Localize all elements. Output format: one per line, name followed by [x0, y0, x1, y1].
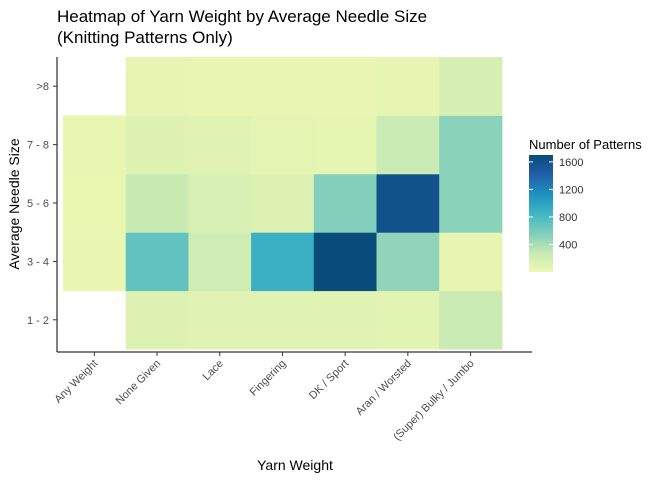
heatmap-cell	[188, 115, 252, 175]
x-axis-ticks: Any Weight None Given Lace Fingering DK / Sp…	[52, 352, 477, 443]
heatmap-cell	[125, 115, 189, 175]
heatmap-cell	[125, 232, 189, 292]
legend-title: Number of Patterns	[529, 137, 642, 152]
heatmap-cell	[251, 232, 315, 292]
x-tick-label: Lace	[201, 358, 226, 383]
heatmap-cell	[251, 57, 315, 116]
heatmap-cell	[251, 290, 315, 350]
heatmap-cell	[313, 57, 377, 116]
x-tick-label: Any Weight	[52, 358, 100, 406]
heatmap-cell	[188, 173, 252, 233]
chart-subtitle: (Knitting Patterns Only)	[57, 28, 233, 47]
heatmap-cell	[439, 173, 503, 233]
y-axis-ticks: 1 - 2 3 - 4 5 - 6 7 - 8 >8	[27, 81, 57, 327]
x-tick-label: Aran / Worsted	[354, 358, 414, 418]
heatmap-cell	[376, 290, 440, 350]
heatmap-cell	[188, 57, 252, 116]
y-tick-label: 1 - 2	[27, 315, 49, 327]
heatmap-cell	[188, 232, 252, 292]
heatmap-cell	[313, 232, 377, 292]
heatmap-cell	[188, 290, 252, 350]
x-axis-title: Yarn Weight	[257, 457, 333, 473]
x-tick-label: Fingering	[248, 358, 289, 399]
heatmap-cell	[313, 290, 377, 350]
heatmap-cell	[439, 232, 503, 292]
heatmap-cell	[125, 290, 189, 350]
heatmap-cell	[439, 290, 503, 350]
heatmap-cell	[125, 173, 189, 233]
y-tick-label: 3 - 4	[27, 256, 49, 268]
heatmap-cell	[376, 232, 440, 292]
heatmap-cell	[439, 115, 503, 175]
x-tick-label: None Given	[114, 358, 164, 408]
x-tick-label: DK / Sport	[307, 358, 351, 402]
legend-tick-label: 800	[559, 212, 577, 224]
heatmap-cell	[313, 115, 377, 175]
heatmap-cell	[251, 115, 315, 175]
heatmap-cell	[63, 232, 127, 292]
heatmap-cell	[125, 57, 189, 116]
heatmap-cell	[439, 57, 503, 116]
y-axis-title: Average Needle Size	[6, 138, 22, 269]
heatmap-cell	[251, 173, 315, 233]
heatmap-cell	[313, 173, 377, 233]
y-tick-label: 7 - 8	[27, 140, 49, 152]
heatmap-cell	[376, 57, 440, 116]
legend-tick-label: 1600	[559, 157, 583, 169]
heatmap-cell	[63, 115, 127, 175]
heatmap-cells	[63, 57, 503, 350]
legend-tick-label: 1200	[559, 184, 583, 196]
legend-tick-label: 400	[559, 239, 577, 251]
chart-title: Heatmap of Yarn Weight by Average Needle…	[57, 7, 427, 26]
y-tick-label: 5 - 6	[27, 198, 49, 210]
heatmap-cell	[63, 173, 127, 233]
y-tick-label: >8	[36, 81, 49, 93]
legend-ticks: 400 800 1200 1600	[529, 157, 583, 251]
legend-colorbar	[529, 155, 553, 272]
heatmap-cell	[376, 173, 440, 233]
heatmap-cell	[376, 115, 440, 175]
